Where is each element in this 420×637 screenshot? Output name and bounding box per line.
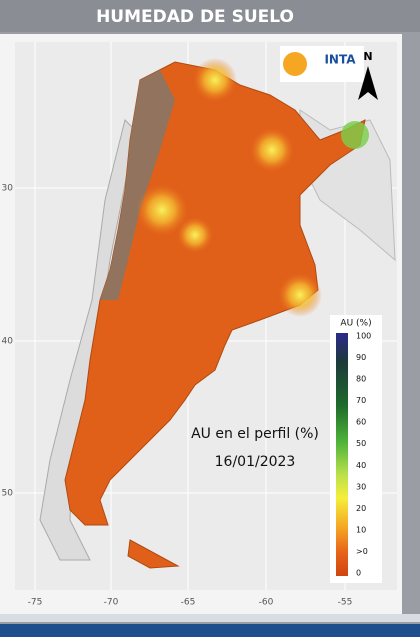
date: 16/01/2023 bbox=[215, 454, 296, 470]
andes bbox=[100, 70, 175, 300]
header-bar bbox=[0, 0, 420, 32]
chile bbox=[39, 119, 136, 561]
legend-label: 70 bbox=[356, 396, 366, 405]
legend-label: 40 bbox=[356, 461, 366, 470]
x-axis-label: -70 bbox=[104, 598, 119, 608]
north-arrow bbox=[358, 66, 378, 100]
footer-line bbox=[0, 614, 420, 622]
annotation: AU en el perfil (%) bbox=[191, 426, 319, 442]
legend-label: 20 bbox=[356, 504, 366, 513]
legend-label: 60 bbox=[356, 418, 366, 427]
legend-title: AU (%) bbox=[340, 319, 371, 329]
y-axis-label: 40 bbox=[2, 337, 14, 347]
legend-label: 30 bbox=[356, 482, 366, 491]
legend-label: 0 bbox=[356, 569, 361, 578]
legend-label: 10 bbox=[356, 525, 366, 534]
legend-label: 100 bbox=[356, 332, 371, 341]
legend-label: 50 bbox=[356, 439, 366, 448]
header-title: HUMEDAD DE SUELO bbox=[96, 7, 294, 27]
y-axis-label: 30 bbox=[2, 184, 14, 194]
logo-text: INTA bbox=[324, 53, 356, 67]
y-axis-label: 50 bbox=[2, 489, 14, 499]
legend-label: 90 bbox=[356, 353, 366, 362]
legend-colorbar bbox=[336, 333, 348, 576]
legend-label: >0 bbox=[356, 547, 368, 556]
x-axis-label: -60 bbox=[259, 598, 274, 608]
footer-bar bbox=[0, 624, 420, 637]
logo-circle bbox=[283, 52, 307, 76]
x-axis-label: -55 bbox=[338, 598, 353, 608]
tierra-del-fuego bbox=[127, 539, 180, 569]
x-axis-label: -65 bbox=[181, 598, 196, 608]
legend-label: 80 bbox=[356, 375, 366, 384]
x-axis-label: -75 bbox=[28, 598, 43, 608]
north-label: N bbox=[363, 50, 372, 63]
moisture-highlights bbox=[136, 58, 369, 317]
